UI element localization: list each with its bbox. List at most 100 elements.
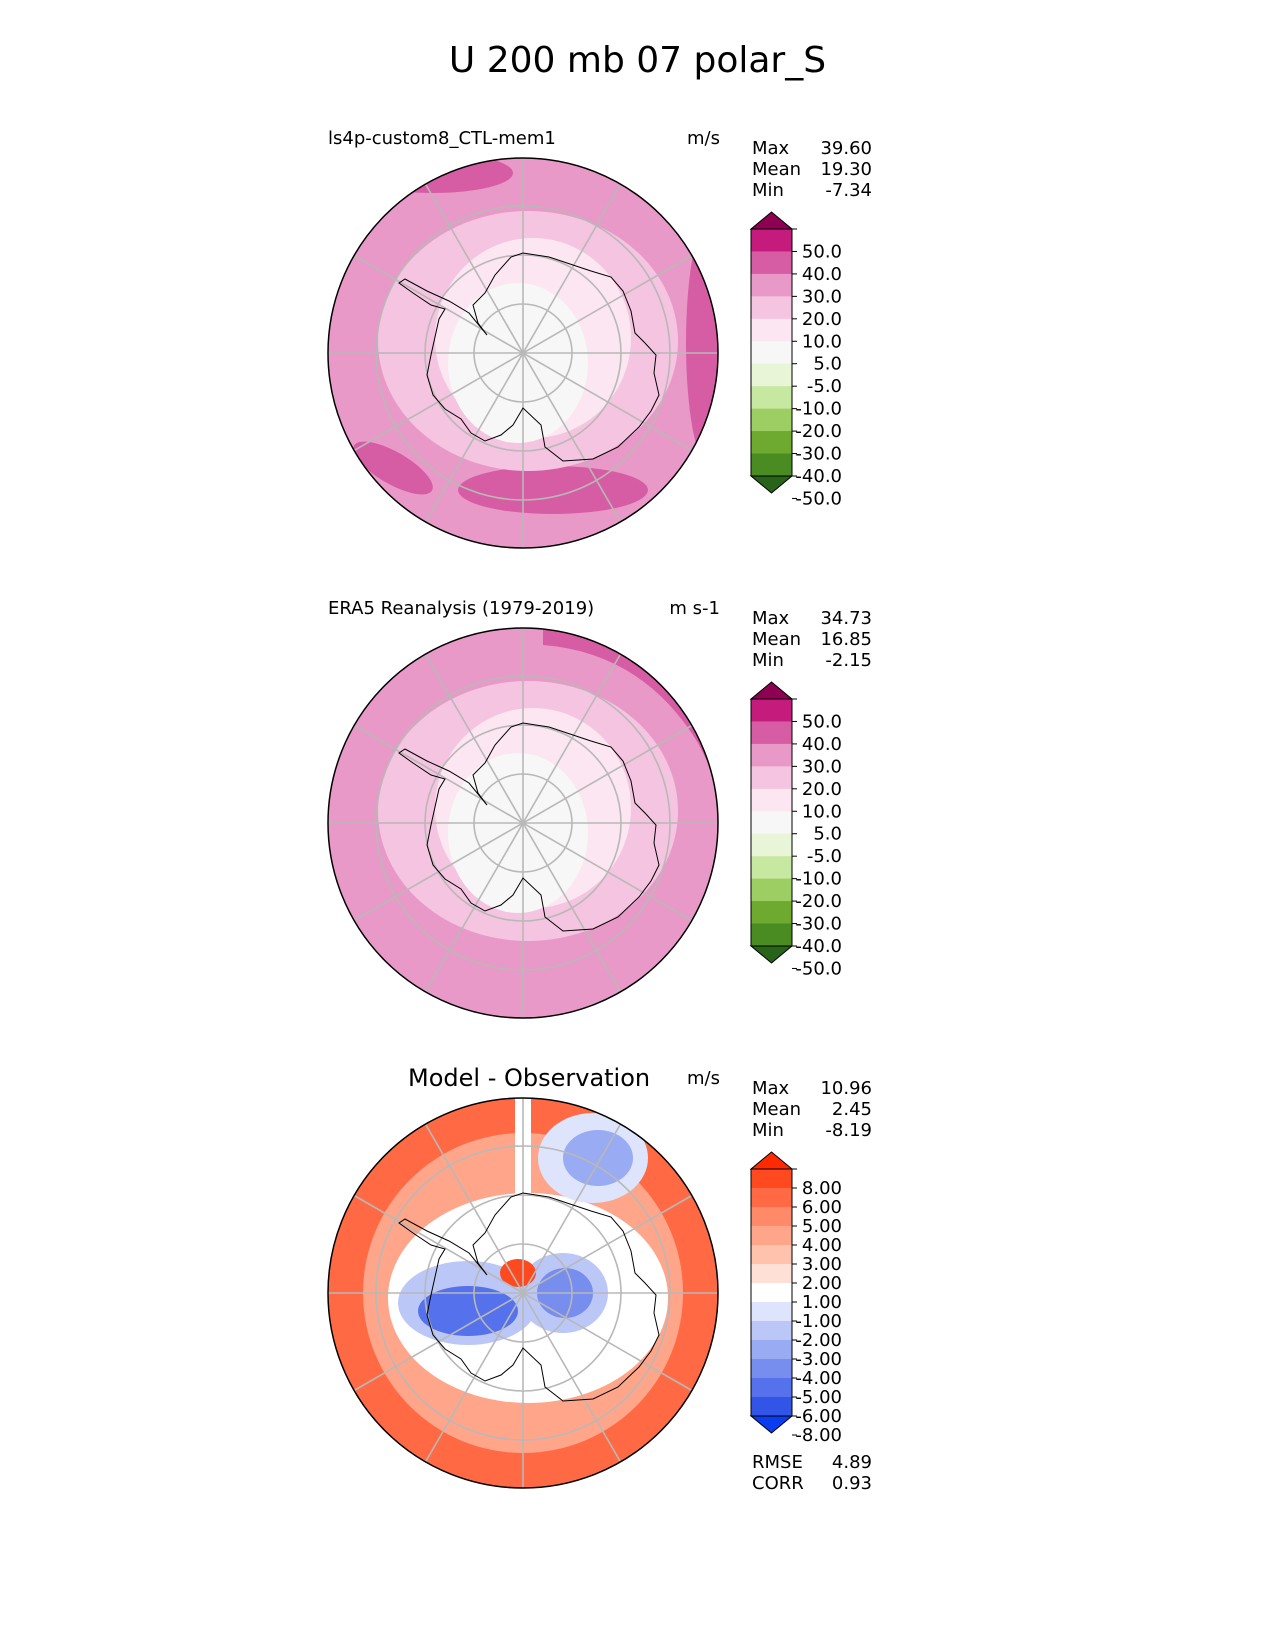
colorbar-swatch (751, 1302, 792, 1322)
colorbar-extend-min (749, 945, 794, 964)
colorbar-swatch (751, 901, 792, 925)
stat-label: Min (752, 1120, 784, 1141)
colorbar-swatch (751, 811, 792, 835)
panel-units-obs: m s-1 (669, 598, 720, 619)
colorbar-swatch (751, 363, 792, 387)
colorbar-swatch (751, 273, 792, 297)
panel-units-model: m/s (687, 128, 720, 149)
map-diff (328, 1098, 718, 1488)
stat-value: 2.45 (831, 1099, 872, 1120)
colorbar-extend-min (749, 475, 794, 494)
colorbar-tick-label: -10.0 (795, 869, 842, 890)
colorbar-tick-label: 50.0 (802, 241, 842, 262)
colorbar-swatch (751, 743, 792, 767)
stat-label: Max (752, 608, 790, 629)
colorbar-tick-label: 10.0 (802, 331, 842, 352)
panel-title-model: ls4p-custom8_CTL-mem1 (328, 128, 556, 149)
colorbar-tick-label: -4.00 (795, 1368, 842, 1389)
colorbar-frame (750, 698, 793, 947)
contour-band-jet (353, 158, 513, 193)
colorbar-tick-label: -20.0 (795, 891, 842, 912)
colorbar-tick-label: 3.00 (802, 1254, 842, 1275)
colorbar-swatch (751, 1226, 792, 1246)
metric-value-rmse: 4.89 (831, 1452, 872, 1473)
colorbar-swatch (751, 318, 792, 342)
stat-label: Mean (752, 1099, 802, 1120)
colorbar-swatch (751, 1340, 792, 1360)
colorbar-tick-label: 6.00 (802, 1197, 842, 1218)
contour-band-jet (686, 223, 718, 463)
longitude-gridline (424, 653, 622, 993)
colorbar-tick-label: 40.0 (802, 264, 842, 285)
map-boundary (327, 1097, 719, 1489)
colorbar-extend-max (749, 1151, 794, 1170)
stat-label: Mean (752, 629, 802, 650)
stat-value: 39.60 (820, 138, 872, 159)
colorbar-tick-label: -10.0 (795, 399, 842, 420)
colorbar-swatch (751, 1283, 792, 1303)
colorbar-tick-label: 8.00 (802, 1178, 842, 1199)
colorbar-tick-label: 30.0 (802, 756, 842, 777)
colorbar-tick-label: -8.00 (795, 1425, 842, 1446)
colorbar-tick-label: -5.00 (795, 1387, 842, 1408)
colorbar-tick-label: 10.0 (802, 801, 842, 822)
colorbar-tick-label: 40.0 (802, 734, 842, 755)
colorbar-swatch (751, 1321, 792, 1341)
colorbar-tick-label: 30.0 (802, 286, 842, 307)
colorbar-extend-max (749, 211, 794, 230)
colorbar-tick-label: 5.0 (813, 354, 842, 375)
contour-band-jet (353, 441, 433, 495)
colorbar-tick-label: -2.00 (795, 1330, 842, 1351)
stat-value: -2.15 (825, 650, 872, 671)
metric-value-corr: 0.93 (831, 1473, 872, 1494)
colorbar-tick-label: -50.0 (795, 488, 842, 509)
stat-value: 16.85 (820, 629, 872, 650)
stat-value: -7.34 (825, 180, 872, 201)
colorbar-tick-label: -30.0 (795, 914, 842, 935)
colorbar-swatch (751, 878, 792, 902)
colorbar-swatch (751, 699, 792, 722)
colorbar-tick-label: -40.0 (795, 466, 842, 487)
stat-value: -8.19 (825, 1120, 872, 1141)
stat-label: Mean (752, 159, 802, 180)
colorbar-extend-max (749, 681, 794, 700)
stat-label: Min (752, 650, 784, 671)
coastline (398, 722, 660, 932)
panel-title-obs: ERA5 Reanalysis (1979-2019) (328, 598, 595, 619)
colorbar-swatch (751, 341, 792, 365)
colorbar-extend-min (749, 1415, 794, 1434)
colorbar-tick-label: 20.0 (802, 309, 842, 330)
coastline (398, 252, 660, 462)
colorbar-swatch (751, 1264, 792, 1284)
colorbar-tick-label: 4.00 (802, 1235, 842, 1256)
metric-label-corr: CORR (752, 1473, 804, 1494)
colorbar-tick-label: 5.00 (802, 1216, 842, 1237)
colorbar-swatch (751, 453, 792, 477)
colorbar-tick-label: -6.00 (795, 1406, 842, 1427)
colorbar-swatch (751, 229, 792, 252)
panel-units-diff: m/s (687, 1068, 720, 1089)
map-obs (328, 628, 718, 1018)
contour-band-negative (418, 1286, 518, 1336)
colorbar-frame (750, 1168, 793, 1417)
colorbar-tick-label: -5.0 (807, 846, 842, 867)
colorbar-swatch (751, 251, 792, 275)
stat-value: 19.30 (820, 159, 872, 180)
colorbar-swatch (751, 833, 792, 857)
colorbar-swatch (751, 408, 792, 432)
colorbar-swatch (751, 1245, 792, 1265)
stat-label: Max (752, 1078, 790, 1099)
longitude-gridline (424, 183, 622, 523)
map-model (328, 158, 718, 548)
contour-band-negative (563, 1130, 633, 1186)
contour-band-positive (500, 1259, 536, 1287)
colorbar-swatch (751, 923, 792, 947)
coastline (398, 1192, 660, 1402)
colorbar-tick-label: -50.0 (795, 958, 842, 979)
colorbar-swatch (751, 1188, 792, 1208)
panel-title-diff: Model - Observation (408, 1064, 651, 1092)
colorbar-tick-label: 50.0 (802, 711, 842, 732)
colorbar-swatch (751, 788, 792, 812)
map-boundary (327, 627, 719, 1019)
colorbar-tick-label: 20.0 (802, 779, 842, 800)
